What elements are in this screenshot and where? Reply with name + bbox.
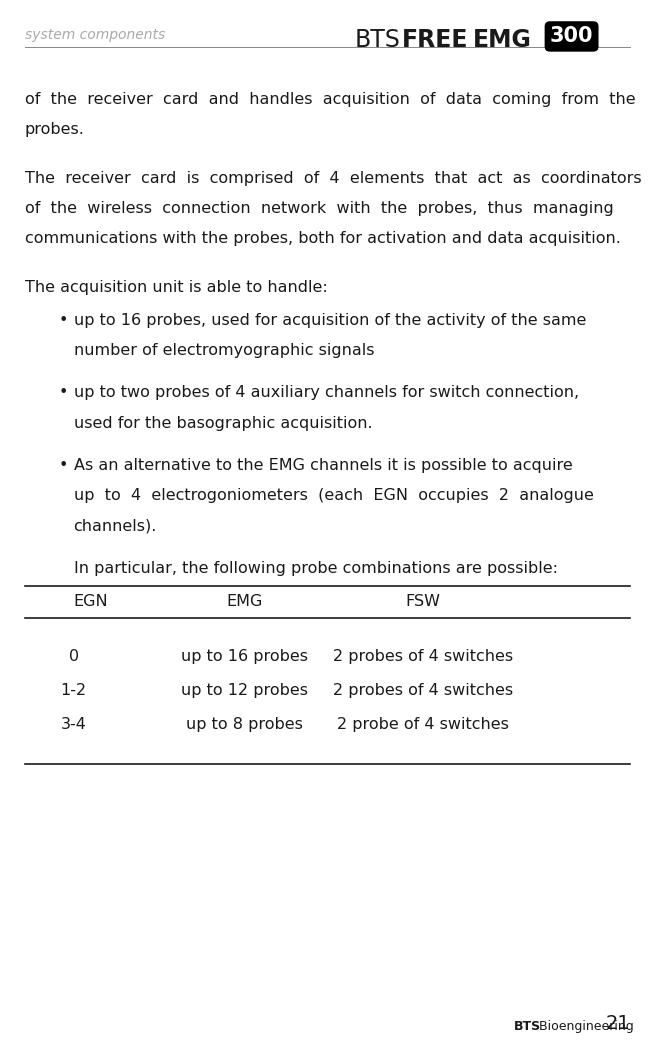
Text: up to two probes of 4 auxiliary channels for switch connection,: up to two probes of 4 auxiliary channels… — [74, 385, 579, 401]
Text: The acquisition unit is able to handle:: The acquisition unit is able to handle: — [25, 279, 327, 295]
Text: •: • — [59, 313, 68, 328]
Text: As an alternative to the EMG channels it is possible to acquire: As an alternative to the EMG channels it… — [74, 458, 572, 473]
Text: of  the  wireless  connection  network  with  the  probes,  thus  managing: of the wireless connection network with … — [25, 201, 613, 216]
Text: FREE: FREE — [402, 28, 468, 52]
Text: 1-2: 1-2 — [61, 683, 87, 698]
Text: BTS: BTS — [355, 28, 400, 52]
Text: used for the basographic acquisition.: used for the basographic acquisition. — [74, 416, 382, 431]
Text: EMG: EMG — [226, 595, 262, 609]
Text: BTS: BTS — [514, 1020, 542, 1033]
Text: Bioengineering: Bioengineering — [535, 1020, 634, 1033]
Text: system components: system components — [25, 28, 165, 41]
Text: •: • — [59, 458, 68, 473]
Text: In particular, the following probe combinations are possible:: In particular, the following probe combi… — [74, 561, 557, 576]
Text: up to 16 probes, used for acquisition of the activity of the same: up to 16 probes, used for acquisition of… — [74, 313, 586, 328]
Text: number of electromyographic signals: number of electromyographic signals — [74, 343, 374, 359]
Text: up to 16 probes: up to 16 probes — [180, 650, 308, 664]
Text: 300: 300 — [550, 26, 593, 47]
Text: •: • — [59, 385, 68, 401]
Text: channels).: channels). — [74, 518, 157, 533]
Text: 21: 21 — [605, 1014, 630, 1033]
Text: of  the  receiver  card  and  handles  acquisition  of  data  coming  from  the: of the receiver card and handles acquisi… — [25, 92, 635, 107]
Text: up to 8 probes: up to 8 probes — [186, 717, 303, 732]
Text: up to 12 probes: up to 12 probes — [180, 683, 308, 698]
Text: EGN: EGN — [74, 595, 108, 609]
Text: 2 probe of 4 switches: 2 probe of 4 switches — [337, 717, 509, 732]
Text: 2 probes of 4 switches: 2 probes of 4 switches — [333, 683, 513, 698]
Text: The  receiver  card  is  comprised  of  4  elements  that  act  as  coordinators: The receiver card is comprised of 4 elem… — [25, 170, 641, 186]
Text: communications with the probes, both for activation and data acquisition.: communications with the probes, both for… — [25, 231, 620, 247]
Text: FSW: FSW — [406, 595, 441, 609]
Text: up  to  4  electrogoniometers  (each  EGN  occupies  2  analogue: up to 4 electrogoniometers (each EGN occ… — [74, 488, 594, 504]
Text: 2 probes of 4 switches: 2 probes of 4 switches — [333, 650, 513, 664]
Text: EMG: EMG — [473, 28, 532, 52]
Text: 3-4: 3-4 — [61, 717, 87, 732]
Text: 0: 0 — [68, 650, 79, 664]
Text: probes.: probes. — [25, 122, 85, 138]
